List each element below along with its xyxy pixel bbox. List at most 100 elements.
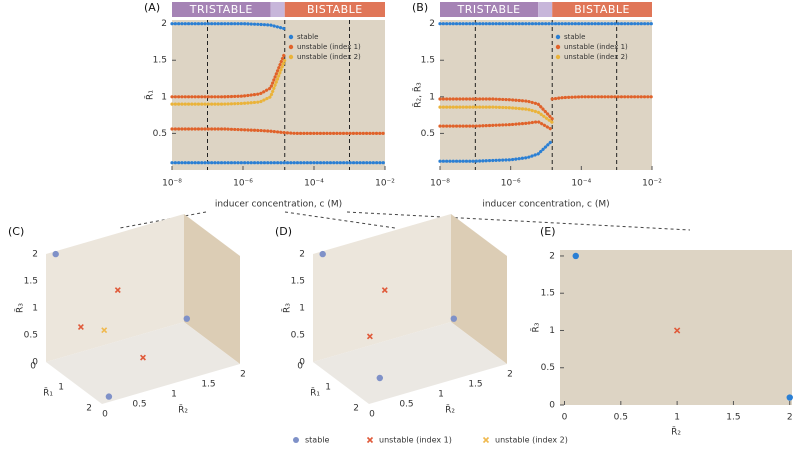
connector	[346, 211, 691, 231]
z-tick-label: 2	[32, 250, 38, 260]
point	[101, 327, 108, 334]
y-tick-label: 2	[549, 251, 555, 261]
z-tick-label: 1	[32, 304, 38, 314]
region-band	[440, 2, 539, 17]
x-tick-label: 10⁻⁸	[162, 179, 182, 189]
y-tick-label: 0	[369, 410, 375, 420]
legend-marker	[555, 54, 561, 60]
x-tick-label: 1	[674, 413, 680, 423]
x-axis-label: R̄₁	[310, 387, 320, 399]
legend-marker	[293, 437, 299, 443]
legend-label: unstable (index 2)	[564, 53, 628, 61]
x-tick-label: 0	[30, 362, 36, 372]
point	[114, 287, 121, 294]
panel-label: (C)	[8, 225, 24, 238]
x-tick-label: 1.5	[726, 413, 740, 423]
curve	[438, 105, 554, 124]
y-tick-label: 0.5	[132, 400, 146, 410]
y-tick-label: 0.5	[541, 363, 555, 373]
region-band	[552, 2, 652, 17]
z-axis-label: R̄₃	[281, 303, 293, 313]
point	[105, 393, 113, 400]
curve	[170, 22, 287, 31]
point	[366, 436, 374, 444]
y-tick-label: 2	[161, 19, 167, 29]
side-wall	[451, 214, 507, 364]
x-axis-label: inducer concentration, c (M)	[215, 200, 342, 210]
x-tick-label: 1	[325, 383, 331, 393]
region-band	[284, 2, 385, 17]
y-tick-label: 0	[102, 410, 108, 420]
y-tick-label: 1	[161, 92, 167, 102]
side-wall	[184, 214, 240, 364]
connector	[284, 211, 396, 229]
z-tick-label: 1.5	[291, 277, 305, 287]
point	[786, 394, 793, 401]
region-label: TRISTABLE	[457, 3, 521, 16]
connector	[119, 211, 207, 229]
point	[376, 374, 383, 382]
y-axis-label: R̄₂	[445, 404, 455, 416]
curve	[170, 127, 387, 135]
z-tick-label: 0.5	[24, 331, 38, 341]
point	[450, 315, 457, 322]
legend-label: stable	[305, 436, 330, 445]
point	[572, 252, 579, 260]
x-tick-label: 10⁻²	[375, 179, 395, 189]
x-tick-label: 10⁻⁴	[571, 179, 591, 189]
region-label: BISTABLE	[574, 3, 630, 16]
point	[673, 327, 681, 334]
y-tick-label: 1.5	[541, 289, 555, 299]
x-axis-label: R̄₂	[671, 426, 681, 438]
region-label: TRISTABLE	[189, 3, 253, 16]
z-tick-label: 1.5	[24, 277, 38, 287]
panel-label: (E)	[540, 225, 556, 238]
region-band	[270, 2, 285, 17]
curve	[438, 120, 554, 132]
curve	[438, 97, 554, 121]
z-tick-label: 1	[299, 304, 305, 314]
y-tick-label: 2	[429, 19, 435, 29]
y-tick-label: 0.5	[153, 129, 167, 139]
y-axis-label: R̄₃	[530, 322, 542, 332]
point	[52, 250, 59, 258]
y-tick-label: 2	[240, 370, 246, 380]
legend-label: unstable (index 1)	[564, 43, 628, 51]
y-tick-label: 1.5	[201, 380, 215, 390]
y-tick-label: 1.5	[468, 380, 482, 390]
y-tick-label: 0.5	[399, 400, 413, 410]
floor	[313, 322, 507, 404]
y-tick-label: 1.5	[421, 56, 435, 66]
y-axis-label: R̄₂	[178, 404, 188, 416]
curve	[170, 58, 287, 106]
point	[482, 436, 490, 444]
z-axis-label: R̄₃	[14, 303, 26, 313]
x-tick-label: 0.5	[614, 413, 628, 423]
y-tick-label: 0.5	[421, 129, 435, 139]
y-axis-label: R̄₂, R̄₃	[412, 82, 424, 108]
y-tick-label: 1	[438, 390, 444, 400]
region-band	[538, 2, 553, 17]
point	[319, 250, 326, 258]
panel-label: (A)	[144, 1, 160, 14]
point	[366, 333, 373, 340]
panel-label: (D)	[275, 225, 292, 238]
z-tick-label: 0	[299, 358, 305, 368]
x-tick-label: 1	[58, 383, 64, 393]
x-tick-label: 10⁻⁸	[430, 179, 450, 189]
legend-marker	[555, 34, 561, 40]
x-tick-label: 10⁻⁶	[233, 179, 253, 189]
y-tick-label: 2	[507, 370, 513, 380]
x-tick-label: 10⁻⁴	[304, 179, 324, 189]
legend-marker	[555, 44, 561, 50]
curve	[170, 51, 287, 99]
region-label: BISTABLE	[307, 3, 363, 16]
curve	[550, 95, 654, 101]
y-axis-label: R̄₁	[144, 90, 156, 100]
x-tick-label: 10⁻²	[642, 179, 662, 189]
legend-label: stable	[297, 33, 318, 41]
panel-label: (B)	[412, 1, 428, 14]
plot-background	[560, 250, 792, 405]
point	[183, 315, 190, 322]
legend-label: unstable (index 2)	[495, 436, 568, 445]
